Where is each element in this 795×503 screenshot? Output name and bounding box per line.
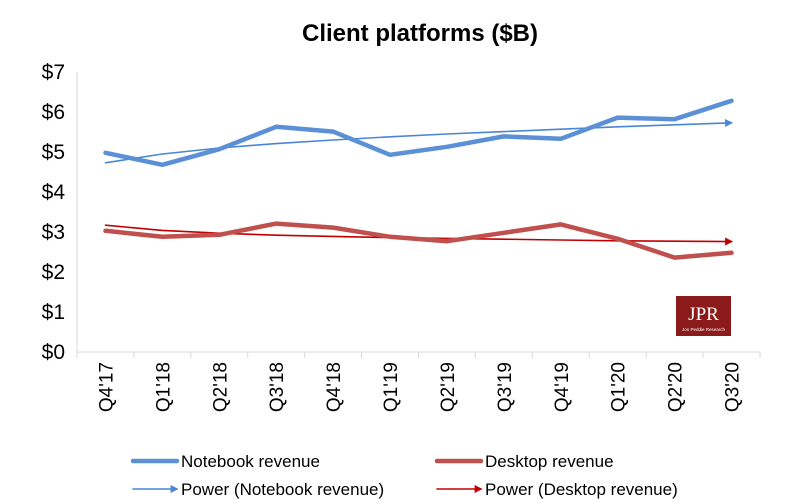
logo-text: JPR bbox=[688, 304, 719, 325]
x-tick-label: Q4'17 bbox=[96, 362, 117, 412]
y-tick-label: $4 bbox=[42, 181, 66, 204]
y-tick-label: $7 bbox=[42, 61, 65, 84]
y-tick-label: $3 bbox=[42, 221, 65, 244]
y-tick-label: $0 bbox=[42, 341, 65, 364]
legend-label-1: Notebook revenue bbox=[181, 452, 320, 471]
x-tick-label: Q2'20 bbox=[666, 362, 687, 412]
legend: Notebook revenue Desktop revenue Power (No… bbox=[130, 452, 678, 499]
y-tick-label: $2 bbox=[42, 261, 65, 284]
legend-label-2: Desktop revenue bbox=[485, 452, 614, 471]
logo-background bbox=[676, 296, 731, 336]
x-tick-label: Q4'19 bbox=[552, 362, 573, 412]
legend-label-4: Power (Desktop revenue) bbox=[485, 480, 678, 499]
x-tick-label: Q3'20 bbox=[723, 362, 744, 412]
x-axis-ticks: Q4'17 Q1'18 Q2'18 Q3'18 Q4'18 Q1'19 Q2'19 Q3'19… bbox=[96, 362, 743, 412]
series-line-2 bbox=[103, 221, 734, 260]
chart-title: Client platforms ($B) bbox=[302, 20, 538, 47]
series-line-1 bbox=[103, 98, 734, 168]
x-tick-label: Q1'18 bbox=[153, 362, 174, 412]
x-tick-label: Q1'20 bbox=[609, 362, 630, 412]
x-tick-label: Q4'18 bbox=[324, 362, 345, 412]
legend-label-3: Power (Notebook revenue) bbox=[181, 480, 384, 499]
y-tick-label: $6 bbox=[42, 101, 65, 124]
x-tick-label: Q2'18 bbox=[210, 362, 231, 412]
logo-subtext: Jon Peddie Research bbox=[682, 327, 726, 332]
series-line-3 bbox=[104, 119, 734, 164]
x-tick-label: Q3'18 bbox=[267, 362, 288, 412]
y-tick-label: $1 bbox=[42, 301, 65, 324]
x-tick-label: Q3'19 bbox=[495, 362, 516, 412]
x-tick-label: Q1'19 bbox=[381, 362, 402, 412]
x-tick-label: Q2'19 bbox=[438, 362, 459, 412]
series-layer bbox=[103, 98, 734, 260]
jpr-logo: JPR Jon Peddie Research bbox=[676, 296, 731, 336]
axes bbox=[76, 72, 761, 358]
y-tick-label: $5 bbox=[42, 141, 65, 164]
y-axis-ticks: $0 $1 $2 $3 $4 $5 $6 $7 bbox=[42, 61, 66, 364]
